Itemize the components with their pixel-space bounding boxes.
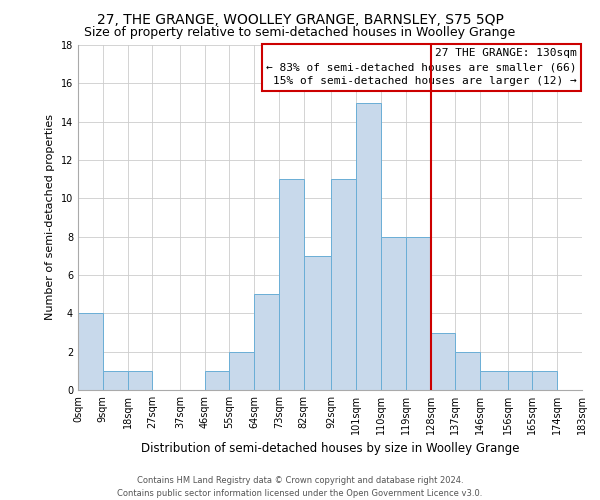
Text: 27, THE GRANGE, WOOLLEY GRANGE, BARNSLEY, S75 5QP: 27, THE GRANGE, WOOLLEY GRANGE, BARNSLEY… bbox=[97, 12, 503, 26]
Bar bbox=[205, 371, 229, 390]
Bar bbox=[279, 179, 304, 390]
Bar bbox=[431, 332, 455, 390]
Bar bbox=[304, 256, 331, 390]
Bar bbox=[455, 352, 480, 390]
Bar bbox=[229, 352, 254, 390]
Bar bbox=[480, 371, 508, 390]
Bar bbox=[254, 294, 279, 390]
Y-axis label: Number of semi-detached properties: Number of semi-detached properties bbox=[45, 114, 55, 320]
Bar bbox=[128, 371, 152, 390]
Bar bbox=[356, 102, 381, 390]
Bar bbox=[331, 179, 356, 390]
Bar bbox=[406, 236, 431, 390]
Bar bbox=[532, 371, 557, 390]
Text: Size of property relative to semi-detached houses in Woolley Grange: Size of property relative to semi-detach… bbox=[85, 26, 515, 39]
Bar bbox=[78, 314, 103, 390]
Bar bbox=[103, 371, 128, 390]
X-axis label: Distribution of semi-detached houses by size in Woolley Grange: Distribution of semi-detached houses by … bbox=[141, 442, 519, 456]
Bar bbox=[508, 371, 532, 390]
Text: Contains HM Land Registry data © Crown copyright and database right 2024.
Contai: Contains HM Land Registry data © Crown c… bbox=[118, 476, 482, 498]
Bar bbox=[381, 236, 406, 390]
Text: 27 THE GRANGE: 130sqm
← 83% of semi-detached houses are smaller (66)
15% of semi: 27 THE GRANGE: 130sqm ← 83% of semi-deta… bbox=[266, 48, 577, 86]
